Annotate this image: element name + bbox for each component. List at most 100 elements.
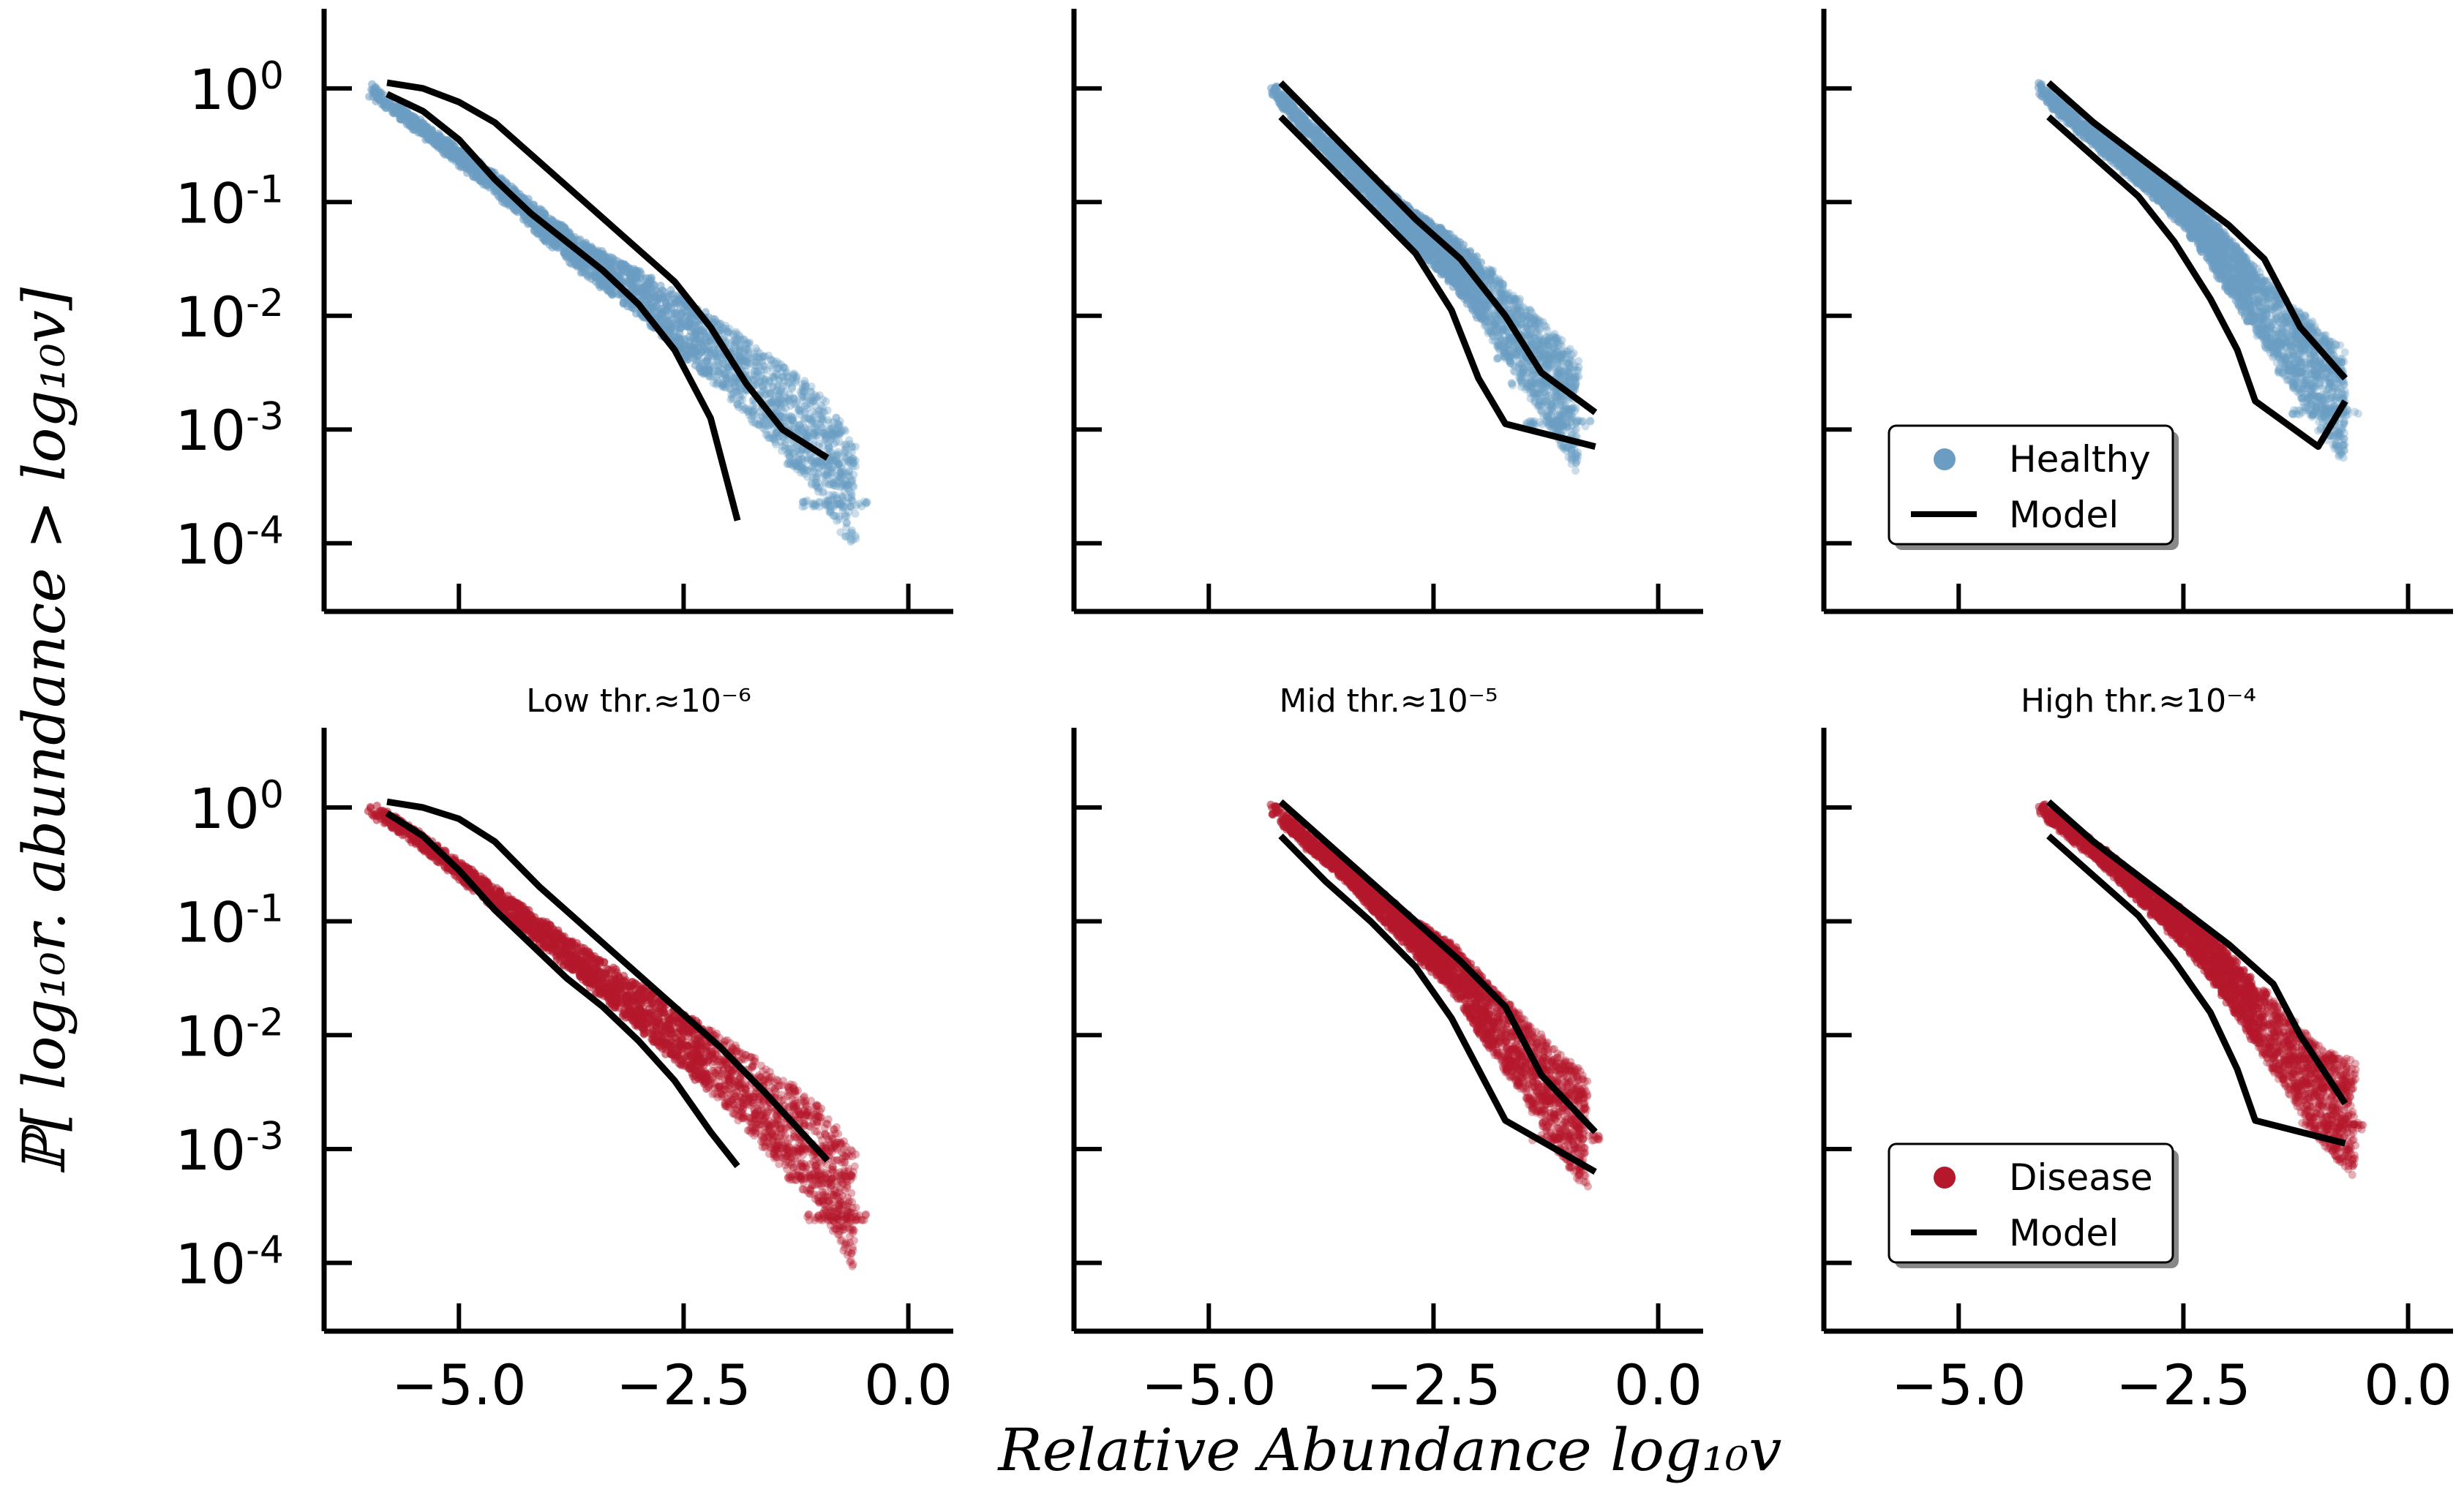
scatter-point: [625, 279, 634, 287]
scatter-point: [800, 416, 808, 425]
scatter-tail-point: [857, 502, 866, 511]
scatter-point: [772, 401, 781, 410]
scatter-point: [818, 416, 827, 425]
y-tick-label: 10-3: [175, 395, 284, 463]
y-tick-label: 100: [189, 54, 284, 122]
scatter-point: [785, 390, 794, 399]
scatter-point: [775, 374, 784, 383]
scatter-point: [441, 146, 450, 154]
scatter-point: [696, 327, 705, 336]
scatter-point: [814, 478, 822, 486]
scatter-point: [841, 481, 850, 490]
scatter-point: [730, 340, 739, 349]
scatter-point: [762, 431, 770, 439]
scatter-point: [1509, 366, 1518, 375]
scatter-point: [774, 380, 783, 389]
scatter-point: [660, 287, 668, 296]
scatter-point: [826, 496, 835, 505]
scatter-point: [811, 481, 820, 490]
scatter-point: [795, 421, 803, 429]
scatter-point: [1574, 363, 1583, 372]
scatter-point: [794, 445, 803, 453]
y-tick-label: 10-4: [175, 509, 284, 577]
scatter-point: [582, 238, 590, 247]
scatter-point: [637, 290, 646, 298]
scatter-point: [781, 441, 789, 450]
scatter-point: [805, 453, 814, 462]
scatter-point: [704, 354, 713, 363]
scatter-point: [836, 473, 845, 482]
scatter-point: [612, 260, 620, 269]
scatter-point: [831, 491, 840, 500]
scatter-point: [691, 344, 699, 352]
scatter-point: [733, 401, 742, 410]
scatter-point: [759, 413, 767, 422]
scatter-tail-point: [816, 459, 825, 467]
scatter-point: [736, 333, 745, 342]
scatter-point: [729, 388, 738, 396]
scatter-point: [748, 407, 757, 416]
scatter-point: [645, 278, 654, 287]
scatter-point: [844, 467, 853, 475]
scatter-point: [769, 396, 778, 404]
scatter-point: [781, 397, 790, 406]
scatter-point: [773, 357, 781, 366]
scatter-point: [843, 519, 851, 527]
scatter-point: [773, 386, 781, 395]
scatter-point: [814, 428, 822, 437]
scatter-point: [792, 443, 800, 452]
scatter-point: [670, 300, 678, 309]
scatter-point: [533, 225, 542, 233]
scatter-tail-point: [846, 502, 854, 511]
scatter-point: [833, 500, 842, 508]
scatter-point: [446, 139, 454, 148]
scatter-point: [795, 405, 803, 414]
scatter-point: [748, 375, 756, 384]
scatter-point: [728, 393, 737, 402]
scatter-point: [734, 352, 743, 361]
scatter-point: [747, 354, 756, 363]
scatter-point: [737, 356, 746, 364]
scatter-point: [848, 454, 857, 463]
scatter-point: [741, 404, 750, 413]
scatter-point: [821, 479, 830, 488]
scatter-point: [778, 442, 787, 451]
scatter-point: [636, 269, 645, 278]
scatter-point: [587, 274, 596, 283]
scatter-tail-point: [837, 501, 845, 510]
scatter-point: [704, 366, 713, 374]
scatter-point: [788, 383, 797, 391]
scatter-point: [601, 255, 609, 264]
scatter-point: [815, 391, 824, 399]
scatter-point: [844, 470, 852, 479]
scatter-tail-point: [786, 459, 795, 468]
y-tick-label: 10-1: [175, 167, 284, 236]
scatter-point: [833, 450, 842, 459]
scatter-point: [730, 382, 739, 391]
scatter-point: [740, 356, 748, 365]
scatter-point: [808, 397, 817, 406]
scatter-point: [789, 416, 798, 425]
scatter-point: [421, 129, 429, 138]
scatter-point: [765, 377, 773, 385]
scatter-point: [380, 102, 388, 110]
scatter-point: [721, 321, 730, 330]
scatter-point: [764, 434, 773, 443]
scatter-point: [834, 462, 843, 471]
scatter-point: [736, 343, 745, 352]
scatter-point: [620, 298, 628, 307]
scatter-tail-point: [803, 456, 811, 464]
scatter-point: [779, 396, 787, 404]
scatter-point: [685, 333, 694, 341]
scatter-point: [830, 440, 838, 448]
scatter-point: [736, 352, 745, 361]
scatter-point: [743, 345, 752, 354]
scatter-point: [433, 135, 442, 143]
scatter-point: [758, 358, 767, 366]
scatter-point: [833, 419, 841, 428]
scatter-point: [755, 349, 764, 358]
scatter-point: [839, 480, 848, 489]
scatter-point: [811, 410, 820, 418]
scatter-tail-point: [834, 460, 843, 469]
scatter-point: [800, 393, 809, 402]
